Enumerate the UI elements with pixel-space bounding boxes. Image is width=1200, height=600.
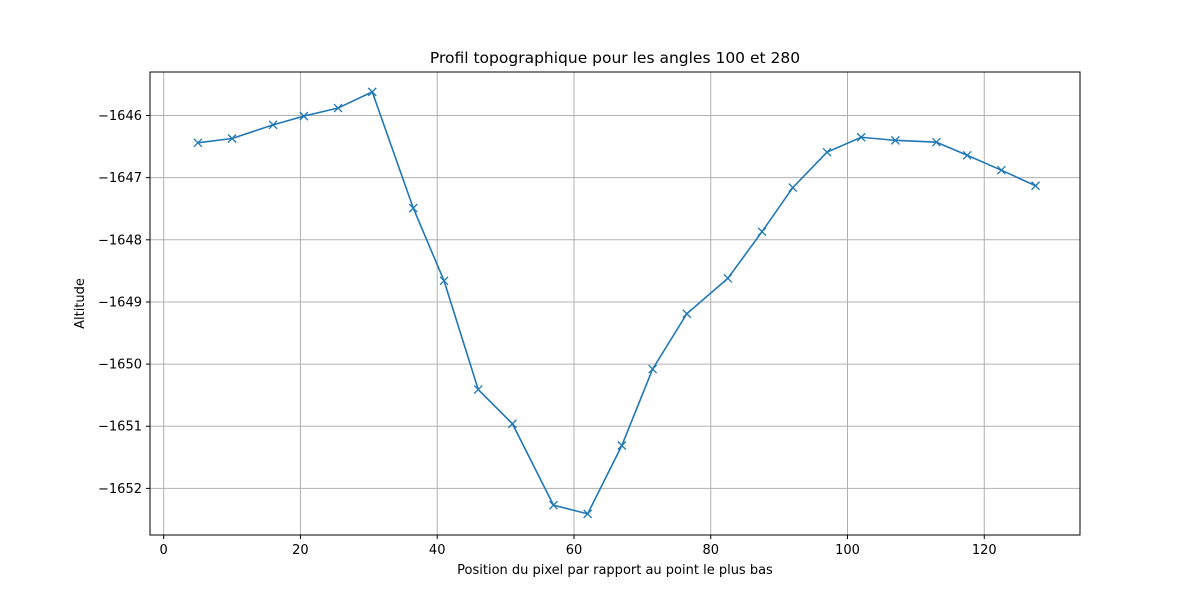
data-point [996, 165, 1006, 175]
data-point [822, 147, 832, 157]
y-tick-label: −1651 [98, 420, 142, 435]
series-group [193, 87, 1041, 519]
data-point [507, 419, 517, 429]
data-point [268, 120, 278, 130]
x-axis: 0 20 40 60 80 100 120 [160, 535, 997, 558]
chart-title: Profil topographique pour les angles 100… [430, 49, 800, 67]
x-tick-label: 60 [566, 543, 583, 558]
y-tick-label: −1646 [98, 109, 142, 124]
y-tick-label: −1647 [98, 171, 142, 186]
y-axis: −1652 −1651 −1650 −1649 −1648 −1647 −1646 [98, 109, 150, 497]
y-tick-label: −1650 [98, 358, 142, 373]
data-point [617, 441, 627, 450]
data-point [890, 135, 900, 145]
x-tick-label: 80 [702, 543, 719, 558]
y-tick-label: −1648 [98, 233, 142, 248]
x-axis-label: Position du pixel par rapport au point l… [457, 563, 773, 578]
y-tick-label: −1649 [98, 295, 142, 310]
y-axis-label: Altitude [73, 278, 88, 329]
data-point [439, 276, 449, 286]
y-tick-label: −1652 [98, 482, 142, 497]
data-point [757, 227, 767, 237]
data-point [408, 203, 418, 213]
plot-frame [149, 71, 1081, 536]
data-point [227, 134, 237, 143]
data-point [333, 103, 343, 113]
x-tick-label: 120 [972, 543, 997, 558]
x-tick-label: 40 [429, 543, 446, 558]
data-point [1031, 181, 1041, 191]
data-point [548, 500, 558, 510]
data-point [473, 385, 483, 395]
data-point [723, 273, 733, 283]
data-point [299, 111, 309, 121]
data-point [931, 137, 941, 147]
data-point [962, 150, 972, 160]
data-point [856, 132, 866, 142]
x-tick-label: 100 [835, 543, 860, 558]
grid [150, 72, 1080, 535]
x-tick-label: 20 [292, 543, 309, 558]
data-point [367, 87, 377, 97]
data-point [648, 364, 658, 374]
data-point [788, 183, 798, 193]
data-point [682, 309, 692, 319]
data-point [583, 509, 593, 519]
x-tick-label: 0 [160, 543, 168, 558]
data-point [193, 138, 203, 148]
